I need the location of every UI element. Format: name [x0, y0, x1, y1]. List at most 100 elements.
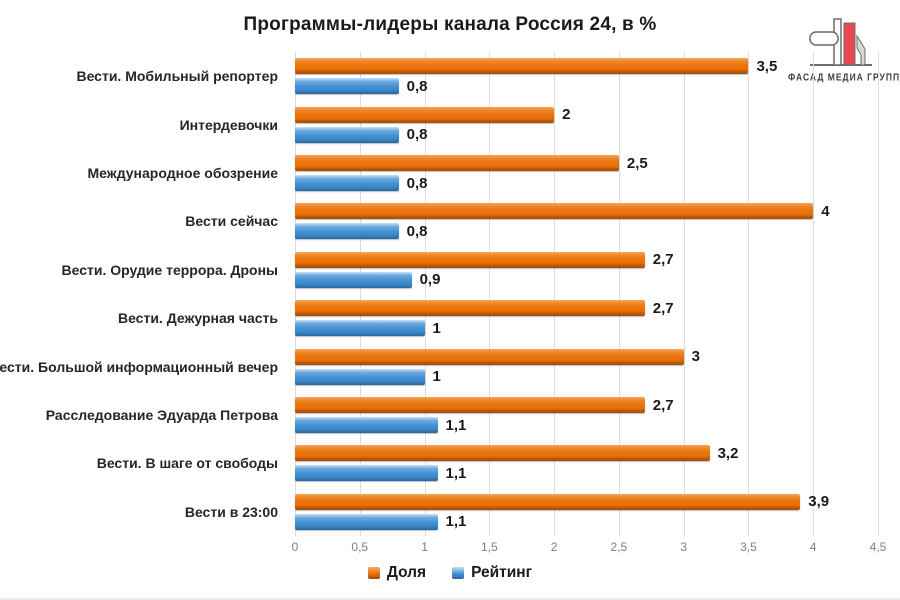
category-label: Вести в 23:00 [184, 503, 278, 520]
x-tick-label: 1,5 [480, 540, 498, 554]
legend-swatch-share-icon [367, 567, 380, 579]
bar-value-label: 0,8 [406, 222, 428, 240]
legend-item-rating: Рейтинг [452, 564, 532, 582]
x-tick-label: 1 [421, 540, 428, 554]
share-bar [295, 106, 555, 123]
rating-bar [295, 417, 438, 434]
rating-bar [295, 320, 425, 337]
category-label: Расследование Эдуарда Петрова [45, 407, 278, 424]
rating-bar [295, 465, 438, 482]
bar-line: 3,2 [295, 445, 878, 462]
category-label: Вести. Орудие террора. Дроны [61, 261, 278, 278]
bar-line: 4 [295, 203, 878, 220]
gridline [813, 52, 815, 536]
bar-value-label: 1 [432, 368, 441, 386]
legend: Доля Рейтинг [0, 564, 900, 582]
share-bar [295, 397, 645, 414]
bar-line: 0,8 [295, 175, 878, 192]
category-label: Вести сейчас [185, 213, 278, 230]
bar-line: 1,1 [295, 465, 878, 482]
bar-value-label: 2,7 [652, 396, 674, 414]
category-label: Международное обозрение [87, 165, 278, 182]
bar-value-label: 0,8 [406, 174, 428, 192]
bar-line: 1,1 [295, 513, 878, 530]
gridline [748, 52, 750, 536]
rating-bar [295, 78, 399, 95]
bar-value-label: 3,5 [756, 57, 778, 75]
x-tick-label: 4 [809, 540, 817, 554]
share-bar [295, 348, 684, 365]
bar-group: 3,5 0,8 [295, 52, 878, 100]
x-axis-ticks: 0 0,5 1 1,5 2 2,5 3 3,5 4 4,5 [291, 540, 887, 556]
bar-line: 1 [295, 368, 878, 385]
bar-group: 4 0,8 [295, 197, 878, 245]
rating-bar [295, 126, 399, 143]
legend-swatch-rating-icon [452, 567, 465, 579]
bar-value-label: 3,2 [717, 444, 739, 462]
bar-group: 2,5 0,8 [295, 149, 878, 197]
bar-group: 3,9 1,1 [295, 488, 878, 536]
bar-line: 0,8 [295, 78, 878, 95]
bar-line: 2 [295, 106, 878, 123]
x-tick-label: 0,5 [351, 540, 369, 554]
category-label: Вести. Мобильный репортер [76, 68, 278, 85]
legend-item-share: Доля [367, 564, 427, 582]
plot-area: 3,5 0,8 2 0,8 2,5 0,8 4 0,8 2,7 0,9 2,7 1 3 1 2,7 1,1 3,… [295, 52, 879, 536]
bar-group: 2,7 1,1 [295, 391, 878, 439]
category-label: Вести. Большой информационный вечер [0, 358, 278, 375]
gridline [683, 52, 685, 536]
bar-value-label: 2 [562, 106, 571, 124]
legend-label-share: Доля [386, 564, 427, 581]
bar-line: 0,9 [295, 271, 878, 288]
chart-title: Программы-лидеры канала Россия 24, в % [243, 14, 657, 35]
bar-value-label: 0,8 [406, 77, 428, 95]
bar-line: 0,8 [295, 126, 878, 143]
logo-icon [809, 18, 872, 66]
bar-value-label: 1,1 [445, 416, 467, 434]
bar-line: 3,5 [295, 58, 878, 75]
gridline [359, 52, 361, 536]
bar-line: 1,1 [295, 417, 878, 434]
bar-value-label: 4 [821, 202, 830, 220]
bar-value-label: 2,5 [626, 154, 648, 172]
bar-value-label: 1,1 [445, 513, 467, 531]
gridline [295, 52, 296, 536]
bar-line: 2,7 [295, 251, 878, 268]
bar-line: 0,8 [295, 223, 878, 240]
x-tick-label: 4,5 [869, 540, 887, 554]
category-label: Интердевочки [179, 116, 278, 133]
bar-group: 2,7 0,9 [295, 246, 878, 294]
bar-line: 2,7 [295, 397, 878, 414]
rating-bar [295, 368, 425, 385]
gridline [878, 52, 879, 536]
gridline [618, 52, 620, 536]
x-tick-label: 2,5 [610, 540, 628, 554]
gridline [489, 52, 491, 536]
gridline [424, 52, 426, 536]
share-bar [295, 445, 710, 462]
bar-value-label: 1,1 [445, 464, 467, 482]
bar-group: 2,7 1 [295, 294, 878, 342]
rating-bar [295, 223, 399, 240]
bar-value-label: 3,9 [808, 493, 830, 511]
x-tick-label: 0 [291, 540, 299, 554]
bar-value-label: 1 [432, 319, 441, 337]
category-labels: Вести. Мобильный репортер Интердевочки Меж… [0, 52, 288, 536]
share-bar [295, 300, 645, 317]
bar-line: 2,7 [295, 300, 878, 317]
logo-text: ФАСАД МЕДИА ГРУПП [788, 71, 900, 83]
category-label: Вести. В шаге от свободы [96, 455, 278, 472]
share-bar [295, 155, 619, 172]
share-bar [295, 58, 749, 75]
rating-bar [295, 271, 412, 288]
bar-line: 3 [295, 348, 878, 365]
bar-line: 2,5 [295, 155, 878, 172]
rating-bar [295, 175, 399, 192]
bar-value-label: 0,9 [419, 271, 441, 289]
bar-value-label: 2,7 [652, 251, 674, 269]
bar-value-label: 0,8 [406, 126, 428, 144]
category-label: Вести. Дежурная часть [117, 310, 278, 327]
x-tick-label: 3 [680, 540, 687, 554]
